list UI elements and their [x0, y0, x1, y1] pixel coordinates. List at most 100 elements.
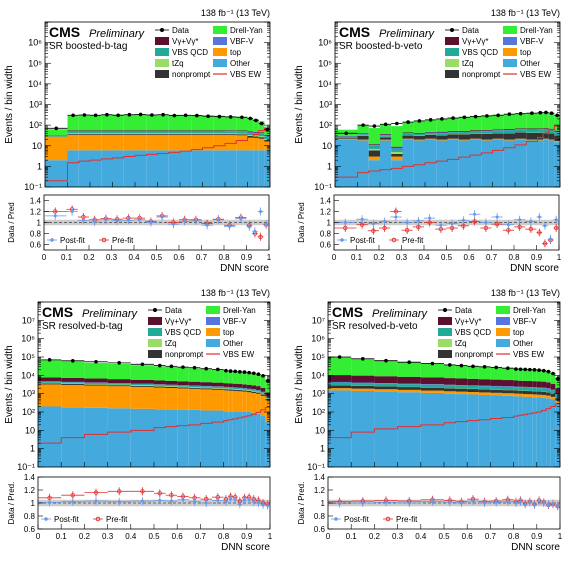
bar-vgamma: [403, 132, 414, 133]
bar-vgamma: [490, 380, 502, 386]
bar-nonprompt: [224, 389, 229, 390]
bar-vbsqcd: [169, 132, 180, 134]
bar-top: [251, 393, 256, 413]
x-tick-label: 0.2: [369, 532, 381, 541]
data-point: [483, 365, 487, 369]
bar-nonprompt: [61, 384, 84, 385]
ratio-postfit-point: [71, 500, 74, 503]
legend-label-top: top: [520, 48, 532, 57]
y-tick-label: 10⁷: [22, 315, 35, 325]
bar-other: [351, 391, 374, 467]
legend-label-vbsqcd: VBS QCD: [172, 48, 208, 57]
bar-dy: [233, 372, 238, 384]
bar-top: [259, 139, 265, 151]
data-point: [384, 359, 388, 363]
data-point: [361, 123, 365, 127]
bar-top: [436, 140, 447, 141]
bar-nonprompt: [515, 132, 526, 138]
bar-vgamma: [146, 130, 157, 131]
bar-nonprompt: [551, 394, 556, 397]
ratio-postfit-point: [514, 502, 517, 505]
data-point: [460, 364, 464, 368]
bar-dy: [369, 128, 380, 144]
bar-vbsqcd: [101, 132, 112, 134]
ratio-y-tick-label: 1: [37, 219, 42, 228]
data-point: [206, 114, 210, 118]
bar-tzq: [224, 388, 229, 389]
data-point: [218, 115, 222, 119]
bar-dy: [224, 371, 229, 383]
bar-dy: [146, 115, 157, 131]
x-axis-label: DNN score: [220, 263, 269, 274]
bar-vgamma: [414, 133, 425, 134]
bar-dy: [328, 357, 351, 375]
x-tick-label: 0.3: [102, 532, 114, 541]
y-tick-label: 10⁴: [28, 79, 42, 89]
bar-top: [84, 386, 107, 408]
bar-dy: [251, 373, 256, 385]
bar-dy: [177, 368, 189, 382]
x-tick-label: 0.1: [56, 532, 68, 541]
ratio-postfit-point: [248, 498, 251, 501]
bar-nonprompt: [421, 388, 444, 391]
bar-tzq: [79, 133, 90, 134]
bar-nonprompt: [203, 134, 214, 135]
y-tick-label: 10²: [22, 407, 35, 417]
bar-vbsqcd: [470, 132, 481, 134]
bar-vgamma: [259, 132, 265, 133]
data-point: [233, 370, 237, 374]
x-tick-label: 0.8: [218, 253, 230, 262]
bar-vbsqcd: [214, 132, 225, 134]
bar-vbfv: [523, 387, 528, 388]
region-label: SR boosted-b-veto: [339, 41, 423, 52]
y-axis-label: Events / bin width: [294, 345, 305, 423]
bar-dy: [68, 116, 79, 131]
bar-vbsqcd: [425, 133, 436, 135]
legend-label-vbfv: VBF-V: [223, 317, 247, 326]
y-tick-label: 10⁴: [21, 370, 35, 380]
x-tick-label: 0.6: [173, 253, 185, 262]
bar-vbsqcd: [180, 132, 191, 134]
bar-nonprompt: [158, 134, 169, 135]
data-point: [406, 120, 410, 124]
x-tick-label: 1: [268, 532, 273, 541]
x-axis-label: DNN score: [511, 542, 560, 553]
data-point: [431, 362, 435, 366]
bar-dy: [421, 363, 444, 377]
bar-other: [358, 140, 369, 187]
x-tick-label: 0.1: [351, 253, 363, 262]
bar-top: [228, 391, 233, 412]
bar-other: [113, 150, 124, 187]
data-point: [260, 122, 264, 126]
preliminary-label: Preliminary: [372, 308, 429, 320]
bar-dy: [238, 372, 243, 384]
bar-tzq: [61, 383, 84, 384]
data-point: [530, 111, 534, 115]
ratio-legend-prefit: Pre-fit: [112, 236, 134, 245]
bar-other: [444, 394, 456, 467]
legend-swatch-vbsqcd: [438, 328, 452, 336]
legend-label-vgamma: Vγ+Vγ*: [165, 317, 191, 326]
data-point: [519, 367, 523, 371]
legend-label-tzq: tZq: [165, 339, 177, 348]
bar-top: [374, 389, 397, 391]
bar-vbsqcd: [328, 383, 351, 386]
x-tick-label: 0.9: [241, 253, 253, 262]
legend-swatch-vbsqcd: [148, 328, 162, 336]
bar-top: [448, 139, 459, 140]
bar-vbsqcd: [351, 383, 374, 386]
bar-vbfv: [514, 387, 519, 388]
ratio-postfit-point: [183, 220, 186, 223]
bar-nonprompt: [251, 392, 256, 393]
legend-swatch-vbfv: [206, 317, 220, 325]
data-point: [170, 365, 174, 369]
x-tick-label: 0.1: [61, 253, 73, 262]
bar-other: [38, 406, 61, 467]
ratio-postfit-point: [408, 502, 411, 505]
bar-vbsqcd: [242, 388, 247, 389]
bar-nonprompt: [380, 137, 391, 139]
data-point: [506, 366, 510, 370]
data-point: [139, 113, 143, 117]
ratio-postfit-point: [206, 224, 209, 227]
